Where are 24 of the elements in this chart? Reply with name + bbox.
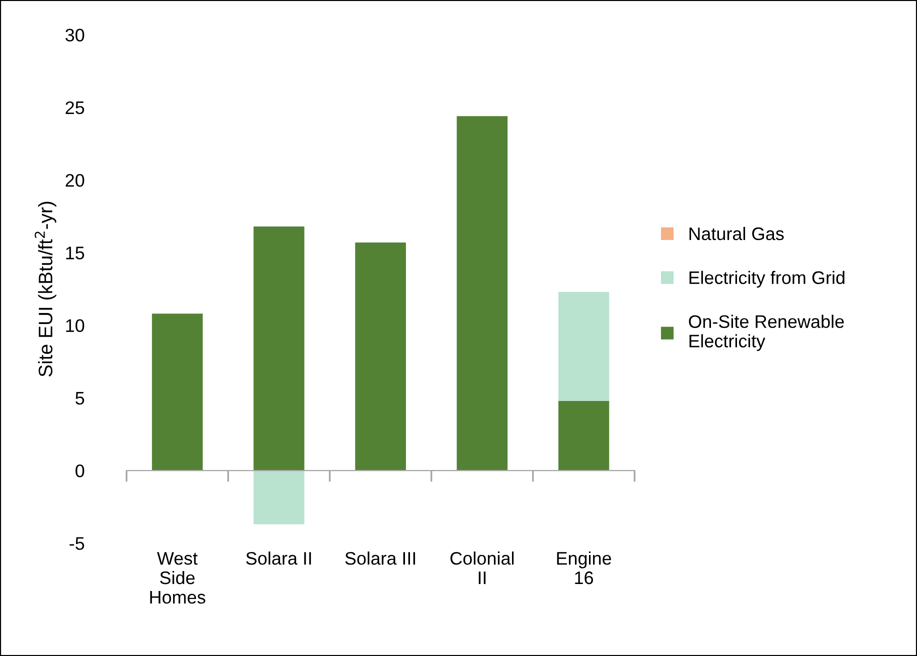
x-tick-label: Engine 16 xyxy=(557,552,612,584)
y-tick-label: 5 xyxy=(76,392,84,405)
y-tick-label: 15 xyxy=(66,246,84,260)
bar xyxy=(254,470,304,524)
bar xyxy=(152,314,203,471)
x-tick-label: Colonial II xyxy=(450,552,514,584)
x-tick-label: Solara III xyxy=(345,552,416,565)
y-tick-label: 0 xyxy=(76,464,84,478)
y-axis-title: Site EUI (kBtu/ft$^{2}$-yr) xyxy=(34,202,56,377)
legend-label: Natural Gas xyxy=(690,226,784,240)
x-tick-label: Solara II xyxy=(246,552,311,565)
y-tick-label: 25 xyxy=(66,101,84,114)
y-tick-label: -5 xyxy=(70,537,84,550)
y-tick-label: 10 xyxy=(66,319,84,332)
bar xyxy=(558,400,610,471)
bar xyxy=(456,116,508,471)
y-tick-label: 20 xyxy=(66,174,84,187)
bar xyxy=(355,242,406,471)
legend-label: On-Site Renewable Electricity xyxy=(688,314,844,352)
bar xyxy=(254,226,304,471)
x-tick-label: West Side Homes xyxy=(150,552,206,604)
y-tick-label: 30 xyxy=(65,28,84,42)
legend-label: Electricity from Grid xyxy=(690,270,844,288)
bar xyxy=(558,292,610,401)
